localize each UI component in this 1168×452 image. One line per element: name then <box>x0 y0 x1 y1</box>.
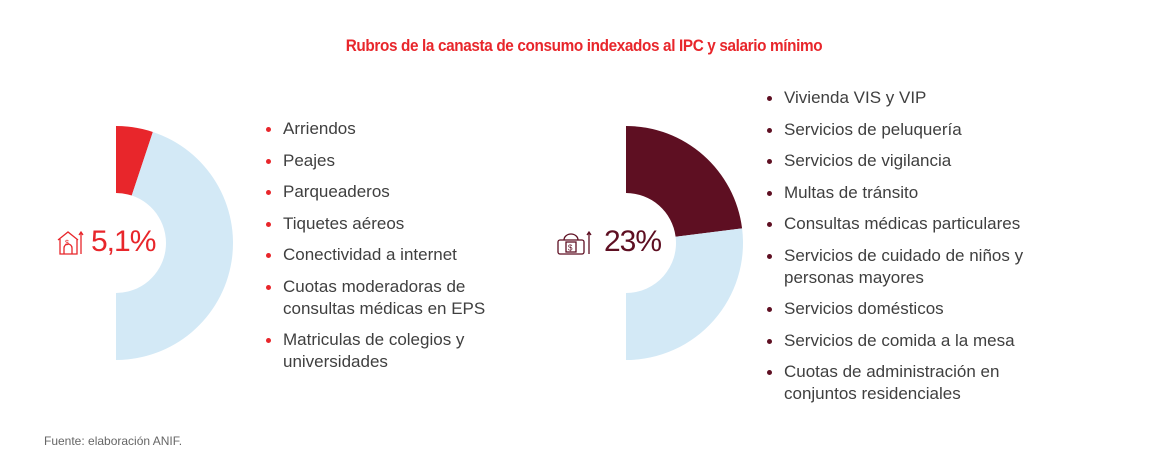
list-item: Consultas médicas particulares <box>767 213 1047 235</box>
salario-items-list: Vivienda VIS y VIP Servicios de peluquerí… <box>767 87 1047 405</box>
svg-text:$: $ <box>65 240 69 247</box>
list-item: Multas de tránsito <box>767 182 1047 204</box>
chart-title: Rubros de la canasta de consumo indexado… <box>345 36 823 55</box>
list-item: Tiquetes aéreos <box>266 213 506 235</box>
list-item: Servicios de comida a la mesa <box>767 330 1047 352</box>
donut-1-value-segment <box>626 126 743 237</box>
list-item: Cuotas moderadoras de consultas médicas … <box>266 276 506 320</box>
list-item: Conectividad a internet <box>266 244 506 266</box>
source-note: Fuente: elaboración ANIF. <box>44 434 183 448</box>
list-item: Servicios de vigilancia <box>767 150 1047 172</box>
list-item: Servicios domésticos <box>767 298 1047 320</box>
list-item: Servicios de cuidado de niños y personas… <box>767 245 1047 289</box>
kpi-salario: $ 23% <box>556 225 662 259</box>
kpi-value: 23% <box>604 225 662 258</box>
kpi-ipc: $ 5,1% <box>55 225 156 259</box>
money-bag-up-icon: $ <box>557 230 592 255</box>
list-item: Parqueaderos <box>266 181 506 203</box>
house-dollar-up-icon: $ <box>57 230 84 255</box>
svg-text:$: $ <box>568 244 573 253</box>
list-item: Vivienda VIS y VIP <box>767 87 1047 109</box>
list-item: Arriendos <box>266 118 506 140</box>
list-item: Servicios de peluquería <box>767 119 1047 141</box>
kpi-value: 5,1% <box>91 225 156 258</box>
donut-0-rest-segment <box>116 131 234 360</box>
list-item: Peajes <box>266 150 506 172</box>
list-item: Cuotas de administración en conjuntos re… <box>767 361 1047 405</box>
ipc-items-list: Arriendos Peajes Parqueaderos Tiquetes aére… <box>266 118 506 373</box>
donut-1-rest-segment <box>626 228 743 360</box>
donut-0-value-segment <box>116 126 153 196</box>
list-item: Matriculas de colegios y universidades <box>266 329 506 373</box>
